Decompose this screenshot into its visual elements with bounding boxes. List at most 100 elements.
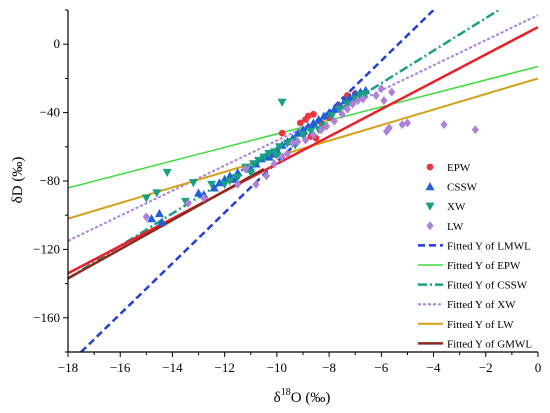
data-point	[361, 90, 371, 99]
data-point	[154, 208, 164, 218]
legend-label: Fitted Y of XW	[447, 299, 516, 311]
legend: EPW CSSW XW LW Fitted Y of LMWL Fitted Y of E…	[418, 162, 532, 350]
data-point	[440, 120, 448, 130]
data-point	[298, 131, 308, 140]
x-tick-label: −12	[214, 360, 234, 375]
axes: −18 −16 −14 −12 −10 −8 −6 −4 −2 0 0 −40 −80 −120 −160	[33, 9, 542, 375]
data-point	[354, 96, 362, 106]
data-point	[335, 105, 345, 114]
data-point	[184, 198, 192, 208]
data-point	[157, 217, 167, 226]
data-point	[294, 137, 302, 147]
legend-marker	[425, 182, 435, 191]
legend-label: Fitted Y of CSSW	[447, 280, 528, 292]
data-point	[322, 121, 331, 131]
x-tick-label: −6	[374, 360, 388, 375]
legend-marker	[425, 202, 435, 211]
data-point	[403, 118, 412, 128]
data-point	[380, 96, 388, 106]
y-tick-label: −80	[40, 173, 60, 188]
legend-marker	[426, 163, 434, 171]
data-point	[297, 119, 304, 127]
data-point	[398, 120, 406, 130]
data-point	[194, 188, 204, 197]
data-point	[343, 104, 351, 114]
data-point	[310, 110, 317, 118]
data-point	[309, 130, 318, 140]
data-point	[329, 104, 339, 113]
data-point	[200, 193, 208, 203]
legend-marker	[426, 221, 434, 231]
legend-label: Fitted Y of GMWL	[447, 338, 532, 350]
legend-label: CSSW	[447, 182, 478, 194]
x-tick-label: −16	[110, 360, 131, 375]
data-point	[207, 180, 217, 189]
x-tick-label: −8	[322, 360, 336, 375]
y-tick-label: 0	[54, 36, 61, 51]
data-point	[338, 109, 346, 119]
data-point	[382, 126, 391, 136]
data-point	[264, 150, 274, 159]
data-point	[270, 159, 278, 169]
data-point	[259, 153, 269, 162]
data-point	[141, 194, 151, 203]
data-point	[147, 214, 157, 223]
data-point	[288, 138, 297, 148]
data-point	[220, 180, 230, 189]
x-axis-title: δ18O (‰)	[274, 387, 331, 406]
data-point	[377, 84, 385, 94]
data-point	[304, 112, 312, 120]
data-point	[342, 100, 352, 109]
data-point	[162, 168, 172, 177]
data-point	[275, 143, 284, 152]
data-point	[282, 139, 292, 148]
data-point	[314, 114, 324, 124]
data-point	[209, 183, 219, 192]
data-point	[293, 128, 303, 137]
data-point	[234, 179, 242, 189]
data-point	[252, 179, 260, 189]
data-point	[345, 92, 355, 101]
data-point	[372, 91, 380, 100]
data-point	[246, 168, 256, 177]
legend-label: EPW	[447, 162, 471, 174]
data-point	[355, 91, 365, 100]
data-point	[359, 94, 367, 104]
data-point	[349, 99, 357, 109]
data-point	[262, 171, 271, 181]
fitted-line	[68, 77, 538, 220]
data-point	[308, 118, 318, 127]
data-point	[317, 125, 325, 135]
data-point	[152, 189, 162, 198]
legend-label: Fitted Y of LW	[447, 319, 514, 331]
data-point	[388, 87, 396, 97]
data-point	[278, 129, 286, 137]
data-point	[278, 152, 286, 162]
data-point	[471, 125, 479, 135]
fitted-line	[80, 10, 435, 352]
data-point	[302, 135, 310, 145]
x-tick-label: −4	[427, 360, 441, 375]
data-point	[188, 179, 198, 188]
data-point	[306, 127, 316, 136]
y-axis-title: δD (‰)	[10, 157, 26, 204]
legend-label: Fitted Y of LMWL	[447, 240, 531, 252]
x-tick-label: 0	[535, 360, 542, 375]
y-tick-label: −40	[40, 105, 60, 120]
x-tick-label: −18	[58, 360, 78, 375]
data-point	[214, 178, 224, 187]
data-point	[241, 164, 250, 174]
data-point	[319, 111, 329, 120]
data-point	[142, 212, 150, 222]
fitted-line	[68, 167, 265, 280]
legend-label: LW	[447, 221, 464, 233]
x-tick-label: −10	[267, 360, 287, 375]
data-point	[283, 149, 291, 159]
data-point	[330, 116, 338, 126]
legend-label: XW	[447, 201, 466, 213]
data-point	[272, 151, 282, 160]
data-point	[327, 112, 337, 121]
y-tick-label: −160	[33, 310, 60, 325]
legend-label: Fitted Y of EPW	[447, 260, 521, 272]
